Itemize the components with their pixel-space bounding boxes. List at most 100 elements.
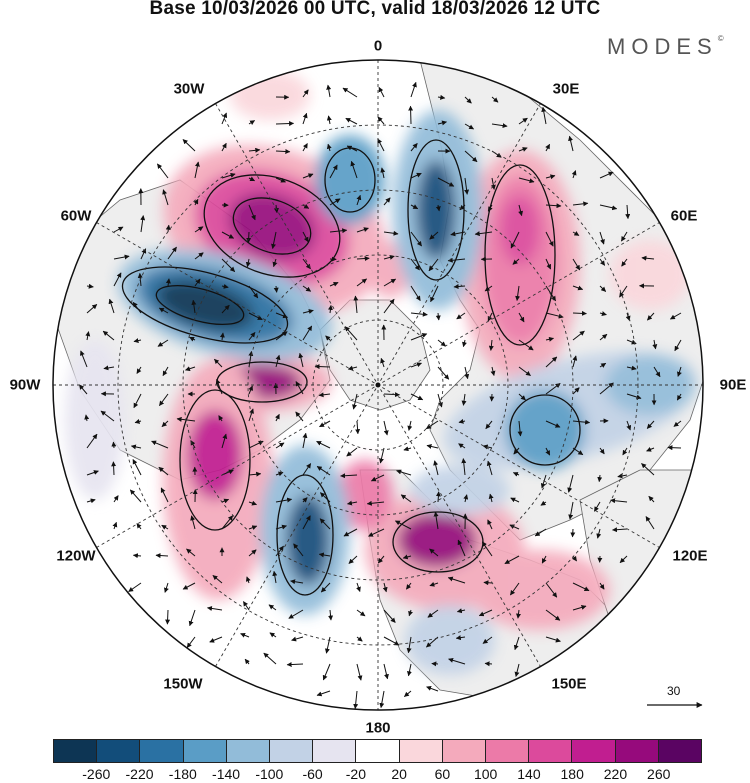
- latitude-ring-outer: [182, 189, 574, 581]
- wind-arrow: [366, 500, 385, 506]
- circulation-1: [203, 174, 341, 278]
- wind-arrow: [518, 204, 524, 217]
- wind-arrow: [394, 520, 412, 530]
- wind-arrow: [84, 414, 90, 422]
- wind-arrow: [570, 528, 576, 538]
- wind-arrow: [427, 609, 439, 618]
- map-title: Base 10/03/2026 00 UTC, valid 18/03/2026…: [149, 0, 601, 19]
- wind-arrow: [324, 636, 331, 654]
- wind-arrow: [488, 339, 494, 351]
- wind-arrow: [382, 582, 388, 593]
- wind-arrow: [302, 463, 312, 476]
- wind-arrow: [545, 356, 558, 368]
- wind-arrow: [509, 524, 520, 530]
- wind-arrow: [646, 446, 655, 452]
- wind-arrow: [132, 553, 142, 559]
- colorbar-tick-label: 180: [560, 766, 584, 782]
- wind-arrow: [271, 231, 277, 249]
- wind-arrow: [273, 285, 279, 293]
- wind-arrow: [430, 285, 439, 303]
- wind-arrow: [248, 332, 256, 341]
- circulation-7: [179, 389, 251, 531]
- wind-arrow: [275, 121, 295, 127]
- wind-arrow: [113, 495, 119, 503]
- colorbar-swatch: [442, 740, 487, 762]
- wind-arrow: [509, 582, 520, 596]
- wind-arrow: [212, 575, 223, 584]
- wind-arrow: [221, 142, 227, 152]
- wind-arrow: [518, 117, 528, 125]
- wind-arrow: [599, 204, 618, 211]
- colorbar-tick-label: 100: [473, 766, 498, 782]
- wind-arrow: [545, 203, 562, 209]
- wind-arrow: [157, 163, 169, 179]
- wind-arrow: [437, 339, 446, 347]
- wind-arrow: [464, 366, 470, 380]
- wind-arrow: [383, 663, 389, 680]
- wind-arrow: [221, 258, 236, 272]
- wind-arrow: [275, 545, 284, 557]
- wind-arrow: [572, 604, 587, 611]
- wind-arrow: [626, 393, 642, 400]
- wind-arrow: [272, 258, 278, 268]
- wind-arrow: [461, 393, 467, 406]
- wind-arrow: [437, 177, 455, 187]
- wind-arrow: [572, 419, 591, 425]
- anomaly-neg-9: [405, 605, 495, 675]
- anomaly-neg-1-core: [156, 280, 254, 330]
- wind-arrow: [568, 135, 574, 152]
- wind-arrow: [214, 358, 223, 368]
- wind-arrow: [487, 204, 493, 212]
- wind-arrow: [269, 632, 277, 638]
- wind-arrow: [464, 96, 472, 104]
- wind-arrow: [622, 447, 628, 456]
- wind-arrow: [518, 366, 531, 377]
- circulation-lines: [121, 139, 581, 596]
- wind-arrow: [378, 86, 385, 98]
- wind-arrow: [111, 441, 117, 449]
- wind-arrow: [103, 365, 115, 371]
- wind-arrow: [302, 143, 308, 152]
- wind-arrow: [275, 354, 281, 368]
- wind-arrow: [186, 636, 196, 649]
- wind-arrow: [464, 177, 470, 195]
- wind-arrow: [353, 295, 359, 314]
- wind-arrow: [215, 378, 223, 395]
- wind-arrow: [486, 460, 493, 476]
- wind-arrow: [673, 420, 682, 427]
- wind-arrow: [596, 528, 602, 539]
- wind-arrow: [674, 339, 682, 352]
- wind-arrow: [459, 204, 466, 211]
- wind-arrow: [641, 255, 655, 261]
- wind-arrow: [383, 197, 391, 206]
- wind-arrow: [85, 331, 91, 341]
- wind-arrow: [621, 258, 628, 267]
- wind-arrow: [455, 635, 466, 641]
- wind-arrow: [350, 160, 358, 179]
- label-30w: 30W: [173, 80, 205, 98]
- wind-arrow: [478, 609, 493, 617]
- wind-arrow: [356, 582, 361, 592]
- label-180: 180: [365, 719, 391, 737]
- wind-arrow: [342, 87, 358, 98]
- colorbar: [53, 739, 702, 763]
- colorbar-tick-label: -100: [255, 766, 284, 782]
- wind-arrow: [568, 501, 574, 520]
- wind-arrow: [491, 123, 508, 129]
- wind-arrow: [545, 336, 554, 342]
- wind-arrow: [599, 311, 607, 316]
- wind-arrow: [275, 331, 288, 341]
- wind-arrow: [447, 257, 466, 263]
- wind-arrow: [482, 636, 493, 644]
- colorbar-tick-label: 20: [391, 766, 407, 782]
- colorbar-swatch: [615, 740, 659, 762]
- wind-arrow: [113, 254, 130, 260]
- wind-arrow: [410, 204, 419, 210]
- colorbar-swatch: [658, 740, 702, 762]
- wind-arrow: [400, 494, 412, 503]
- colorbar-swatch: [529, 740, 573, 762]
- wind-arrow: [540, 500, 547, 506]
- wind-arrow: [132, 301, 142, 314]
- wind-arrow: [163, 582, 169, 593]
- wind-arrow: [132, 459, 142, 476]
